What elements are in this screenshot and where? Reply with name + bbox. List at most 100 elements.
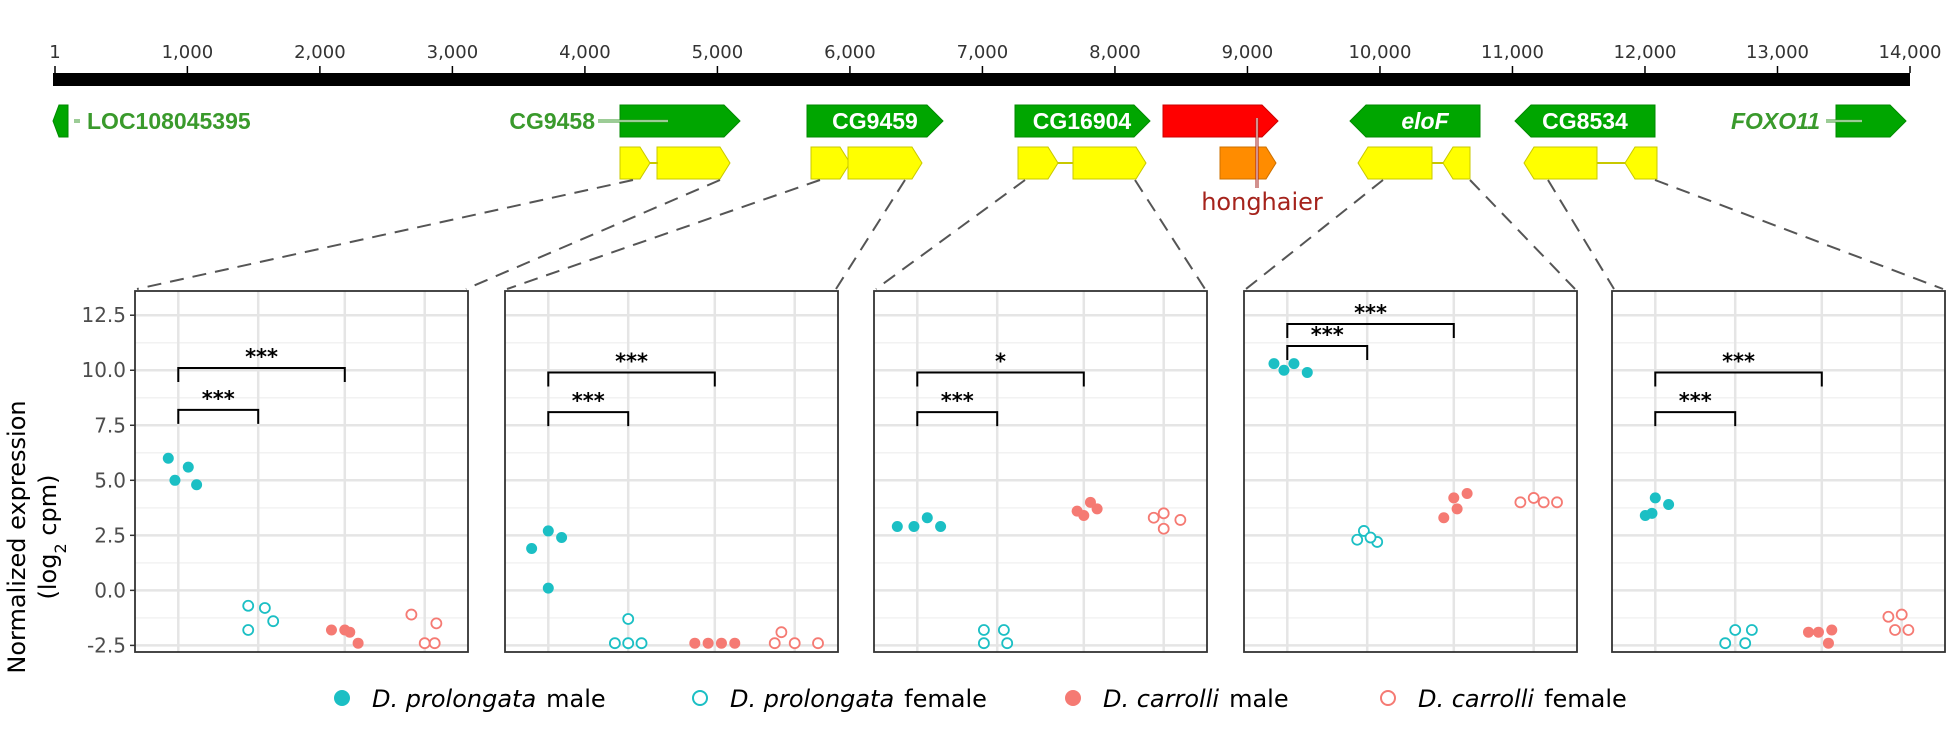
data-point [526,543,538,555]
data-point [169,474,181,486]
genome-tick-label: 14,000 [1879,42,1942,63]
legend-label: D. carrolli male [1103,685,1289,713]
data-point [997,624,1010,636]
genome-tick-label: 8,000 [1089,42,1141,63]
legend-label: D. prolongata male [372,685,606,713]
exon [847,146,923,180]
data-point [1739,637,1752,650]
panel-background [1612,291,1945,652]
data-point [1451,503,1463,515]
data-point [1448,492,1460,504]
data-point [1268,358,1280,370]
panel-background [874,291,1207,652]
data-point [1719,637,1732,650]
y-tick-label: 2.5 [94,523,126,547]
panel-background [505,291,838,652]
data-point [405,608,418,621]
zoom-lines [136,179,1944,290]
panel-background [135,291,468,652]
expression-panels: ******12.510.07.55.02.50.0-2.5**********… [81,290,1946,657]
data-point [1902,624,1915,636]
panel-border [1243,290,1578,653]
data-point [1174,514,1187,526]
data-point [1514,496,1527,509]
y-tick-label: 12.5 [81,303,126,327]
data-point [352,637,364,649]
data-point [258,602,271,614]
gene-label: CG9458 [509,108,595,134]
te-honghaier-arrow [1162,104,1279,138]
panel-elof: *** *** [1243,290,1578,653]
data-point [622,637,635,650]
y-axis-label-line2: (log2 cpm) [34,475,70,600]
gene-arrow-loc108045395 [52,104,69,138]
gene-arrow-cg8534 [1514,104,1656,138]
gene-label: eloF [1401,108,1449,134]
gene-arrow-foxo11 [1835,104,1907,138]
data-point [1527,492,1540,504]
genome-tick-label: 3,000 [427,42,479,63]
data-point [1461,488,1473,500]
zoom-line-left [506,179,821,290]
significance-label: *** [245,345,278,369]
significance-bracket [1654,411,1737,427]
data-point [430,617,443,630]
exon [1442,146,1471,180]
significance-bracket [916,371,1085,387]
exon [1017,146,1059,180]
data-point [1091,503,1103,515]
data-point [729,637,741,649]
data-point [242,599,255,612]
gene-arrow-cg9458 [619,104,741,138]
significance-label: *** [1679,389,1712,413]
genome-tick-label: 10,000 [1348,42,1411,63]
data-point [1288,358,1300,370]
data-point [1646,507,1658,519]
gene-label: CG16904 [1033,108,1132,134]
significance-label: *** [1722,349,1755,373]
significance-bracket [547,411,630,427]
data-point [1147,511,1160,524]
genome-tick-label: 1,000 [162,42,214,63]
data-point [1301,366,1313,378]
panel-cg8534: *** *** [1611,290,1946,653]
y-tick-label: 0.0 [94,578,126,602]
data-point [1001,637,1014,650]
data-point [1729,624,1742,636]
panel-cg9458: *** *** 12.5 10.0 7.5 5.0 2.5 0.0 -2.5 [81,290,469,657]
data-point [622,613,635,625]
significance-bracket [1286,323,1455,339]
data-point [1157,507,1170,520]
gene-arrow-cg16904 [1014,104,1151,138]
y-axis-title: Normalized expression (log2 cpm) [3,400,70,673]
data-point [935,521,947,533]
zoom-line-left [875,179,1026,290]
data-point [921,512,933,524]
data-point [1157,522,1170,535]
genome-tick-label: 12,000 [1613,42,1676,63]
genome-tick-label: 6,000 [824,42,876,63]
zoom-line-left [1245,179,1384,290]
gene-label: FOXO11 [1731,108,1820,134]
exon [1523,146,1598,180]
data-point [428,637,441,650]
significance-label: *** [1354,301,1387,325]
significance-bracket [177,408,260,424]
data-point [768,637,781,650]
exon [1072,146,1147,180]
legend-label: D. carrolli female [1418,685,1627,713]
data-point [689,637,701,649]
zoom-line-left [136,179,634,290]
zoom-line-right [835,179,906,290]
data-point [1663,499,1675,511]
legend-marker [692,690,708,706]
data-point [1551,496,1563,509]
legend: D. prolongata male D. prolongata female D. c… [334,685,1627,713]
gene-arrows: LOC108045395 CG9458 CG9459 CG16904 eloF CG853… [52,104,1907,216]
data-point [542,525,554,537]
panel-border [873,290,1208,653]
data-point [1745,624,1758,636]
panel-border [134,290,469,653]
genome-tick-label: 11,000 [1481,42,1544,63]
data-point [1895,608,1908,621]
